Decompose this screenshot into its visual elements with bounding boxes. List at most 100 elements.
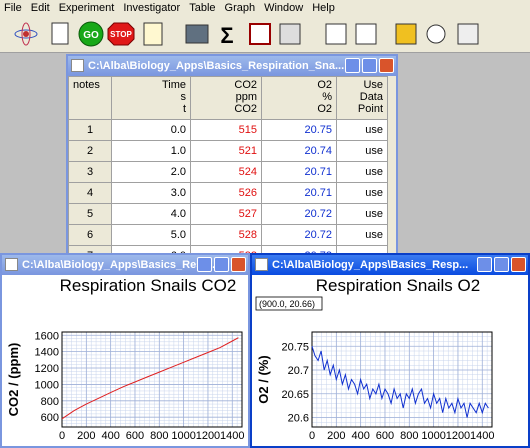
- y-tick-label: 20.65: [281, 389, 309, 401]
- graph2-icon[interactable]: [355, 23, 377, 45]
- column-header: Use Data Point: [336, 76, 388, 120]
- table-window: C:\Alba\Biology_Apps\Basics_Respiration_…: [66, 54, 398, 260]
- target-icon[interactable]: [426, 24, 446, 44]
- table-cell: 3.0: [111, 182, 191, 204]
- header-line: CO2: [234, 79, 257, 91]
- x-tick-label: 600: [126, 430, 144, 442]
- window-title: C:\Alba\Biology_Apps\Basics_Resp...: [272, 259, 469, 271]
- data-line: [311, 346, 489, 418]
- sum-icon[interactable]: Σ: [220, 23, 233, 48]
- table-cell: 20.71: [261, 182, 337, 204]
- x-tick-label: 0: [59, 430, 65, 442]
- x-tick-label: 1400: [220, 430, 244, 442]
- table-cell: use: [336, 224, 388, 246]
- header-line: notes: [73, 79, 100, 91]
- header-line: O2: [317, 79, 332, 91]
- x-tick-label: 400: [351, 430, 369, 442]
- notes-icon[interactable]: [51, 22, 69, 45]
- y-tick-label: 20.75: [281, 341, 309, 353]
- edit-icon[interactable]: [143, 22, 163, 46]
- annotation: (900.0, 20.66): [259, 299, 315, 309]
- x-tick-label: 0: [309, 430, 315, 442]
- toolbar-icons: GO STOP Σ: [14, 21, 479, 48]
- plot-area: [62, 332, 242, 427]
- table-cell: use: [336, 161, 388, 183]
- x-tick-label: 1400: [470, 430, 494, 442]
- header-line: Data: [359, 91, 383, 103]
- window-title: C:\Alba\Biology_Apps\Basics_Respi...: [22, 259, 222, 271]
- table-cell: 0.0: [111, 119, 191, 141]
- table-row: 5 4.0 527 20.72 use: [68, 203, 388, 225]
- y-tick-label: 600: [41, 412, 59, 424]
- table-cell: use: [336, 182, 388, 204]
- menu-item[interactable]: Table: [189, 1, 216, 14]
- title-bar: C:\Alba\Biology_Apps\Basics_Resp...: [252, 255, 528, 275]
- x-tick-label: 1200: [196, 430, 220, 442]
- table-row: 2 1.0 521 20.74 use: [68, 140, 388, 162]
- menu-item[interactable]: Experiment: [58, 1, 115, 14]
- menu-item[interactable]: File: [4, 1, 22, 14]
- table-cell: 521: [190, 140, 262, 162]
- menu-item[interactable]: Window: [264, 1, 304, 14]
- table-row: 3 2.0 524 20.71 use: [68, 161, 388, 183]
- table-cell: 20.74: [261, 140, 337, 162]
- grid-icon[interactable]: [395, 23, 417, 45]
- x-tick-label: 200: [77, 430, 95, 442]
- x-axis-label: Time / (s): [124, 444, 181, 446]
- table-cell: 4: [68, 182, 112, 204]
- header-line: ppm: [235, 91, 257, 103]
- x-tick-label: 1000: [171, 430, 195, 442]
- header-line: Point: [357, 103, 383, 115]
- y-tick-label: 800: [41, 396, 59, 408]
- go-button[interactable]: [78, 21, 104, 47]
- header-line: %: [322, 91, 332, 103]
- x-tick-label: 200: [327, 430, 345, 442]
- window-title: C:\Alba\Biology_Apps\Basics_Respiration_…: [88, 60, 345, 72]
- menu-item[interactable]: Edit: [30, 1, 50, 14]
- calc-icon[interactable]: [185, 24, 209, 44]
- table-cell: 5.0: [111, 224, 191, 246]
- graph-icon[interactable]: [325, 23, 347, 45]
- table-cell: 527: [190, 203, 262, 225]
- column-header: CO2 ppm CO2: [190, 76, 262, 120]
- table-cell: 4.0: [111, 203, 191, 225]
- columns-icon[interactable]: [279, 23, 301, 45]
- header-line: t: [182, 103, 186, 115]
- menu-item[interactable]: Graph: [224, 1, 256, 14]
- header-line: s: [180, 91, 187, 103]
- chart-title: Respiration Snails O2: [316, 276, 480, 295]
- table-cell: use: [336, 119, 388, 141]
- x-tick-label: 800: [400, 430, 418, 442]
- table-cell: 2.0: [111, 161, 191, 183]
- table-cell: 20.72: [261, 224, 337, 246]
- annotation-box: [255, 296, 323, 311]
- y-tick-label: 1400: [35, 347, 59, 359]
- header-line: Time: [161, 79, 186, 91]
- x-tick-label: 400: [101, 430, 119, 442]
- x-tick-label: 600: [376, 430, 394, 442]
- table-cell: 1: [68, 119, 112, 141]
- title-bar: C:\Alba\Biology_Apps\Basics_Respiration_…: [68, 56, 396, 76]
- move-icon[interactable]: [457, 23, 479, 45]
- menu-item[interactable]: Help: [312, 1, 335, 14]
- table-cell: 20.71: [261, 161, 337, 183]
- toolbar: GO STOP Σ: [0, 15, 530, 53]
- go-label: GO: [83, 30, 99, 41]
- y-tick-label: 1000: [35, 379, 59, 391]
- y-tick-label: 1200: [35, 363, 59, 375]
- stop-button[interactable]: [107, 22, 135, 46]
- graph-window: C:\Alba\Biology_Apps\Basics_Resp... Resp…: [250, 253, 530, 448]
- y-axis-label: O2 / (%): [256, 355, 271, 403]
- atom-icon[interactable]: [14, 22, 38, 46]
- table-cell: 515: [190, 119, 262, 141]
- table-cell: 524: [190, 161, 262, 183]
- x-tick-label: 1200: [446, 430, 470, 442]
- menu-item[interactable]: Investigator: [123, 1, 181, 14]
- x-tick-label: 1000: [421, 430, 445, 442]
- header-line: O2: [317, 103, 332, 115]
- chart-title: Respiration Snails CO2: [60, 276, 237, 295]
- table-icon[interactable]: [249, 23, 271, 45]
- stop-label: STOP: [110, 30, 132, 39]
